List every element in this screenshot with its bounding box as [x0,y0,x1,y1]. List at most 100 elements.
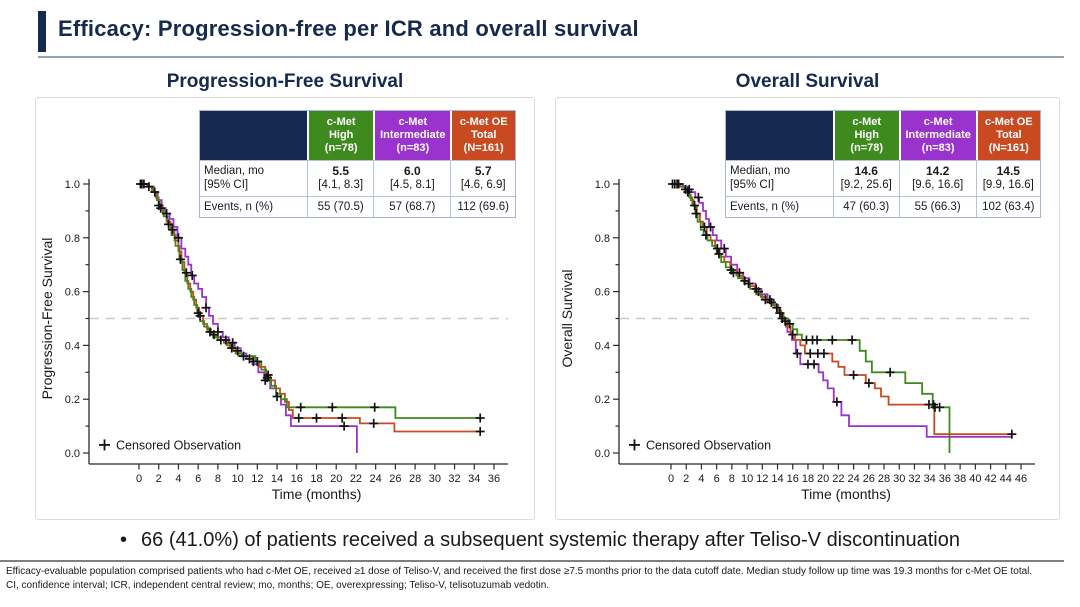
svg-text:30: 30 [893,473,905,485]
svg-text:46: 46 [1015,473,1027,485]
svg-text:16: 16 [291,473,303,485]
svg-text:22: 22 [832,473,844,485]
table-header-cell [726,111,833,160]
censored-legend: Censored Observation [629,438,771,452]
y-axis-label: Progression-Free Survival [39,238,55,400]
svg-text:6: 6 [714,473,720,485]
os-km-plot: 0.00.20.40.60.81.00 2 4 6 8 10 12 14 16 18 20 22 24 2… [559,179,1035,502]
pfs-stats-table: c-Met High (n=78) c-Met Intermediate (n=83) c-… [199,110,516,219]
footnote-abbreviations: CI, confidence interval; ICR, independen… [6,580,550,591]
svg-text:24: 24 [847,473,859,485]
svg-text:34: 34 [924,473,936,485]
table-header-cell [200,111,308,160]
median-row-label: Median, mo [95% CI] [726,159,833,196]
events-value-cell: 112 (69.6) [450,195,515,218]
pfs-chart-panel: c-Met High (n=78) c-Met Intermediate (n=83) c-… [35,97,535,520]
events-value-cell: 55 (70.5) [307,195,374,218]
os-chart-panel: c-Met High (n=78) c-Met Intermediate (n=83) c-… [555,97,1060,520]
events-row-label: Events, n (%) [200,195,308,218]
svg-text:2: 2 [156,473,162,485]
svg-text:8: 8 [215,473,221,485]
svg-text:12: 12 [251,473,263,485]
svg-text:18: 18 [802,473,814,485]
key-finding-bullet: • 66 (41.0%) of patients received a subse… [0,529,1080,552]
events-row-label: Events, n (%) [726,195,833,218]
footnote-population: Efficacy-evaluable population comprised … [6,566,1033,577]
svg-text:28: 28 [878,473,890,485]
km-curve-c-met-oe-total [139,183,481,433]
svg-text:8: 8 [729,473,735,485]
svg-text:14: 14 [271,473,283,485]
km-curve-c-met-high [139,183,481,419]
svg-text:0.6: 0.6 [595,287,610,299]
median-row-label: Median, mo [95% CI] [200,159,308,196]
svg-text:0.6: 0.6 [65,287,80,299]
censored-legend: Censored Observation [99,438,241,452]
km-curve-c-met-oe-total [671,183,1012,436]
svg-text:32: 32 [908,473,920,485]
svg-text:2: 2 [683,473,689,485]
x-axis-label: Time (months) [272,486,362,502]
pfs-km-plot: 0.00.20.40.60.81.00 2 4 6 8 10 12 14 16 18 20 22 24 2… [39,179,508,502]
x-axis-label: Time (months) [801,486,891,502]
km-curve-c-met-high [671,183,951,453]
svg-text:30: 30 [429,473,441,485]
svg-text:38: 38 [954,473,966,485]
censor-marks-c-met-high [668,179,945,412]
footer-divider [0,560,1064,562]
y-axis-label: Overall Survival [559,269,575,367]
title-accent-bar [38,11,46,52]
svg-text:0.0: 0.0 [595,448,610,460]
svg-text:26: 26 [389,473,401,485]
svg-text:6: 6 [195,473,201,485]
median-value-cell: 14.5 [9.9, 16.6] [975,159,1040,196]
svg-text:40: 40 [969,473,981,485]
page-title: Efficacy: Progression-free per ICR and o… [58,16,639,41]
x-axis-ticks: 0 2 4 6 8 10 12 14 16 18 20 22 24 26 28 30 32 34 36 38 40 42 4… [668,464,1027,485]
svg-text:20: 20 [330,473,342,485]
summary-table: c-Met High (n=78) c-Met Intermediate (n=83) c-… [725,110,1041,219]
svg-text:0.8: 0.8 [65,233,80,245]
svg-text:18: 18 [310,473,322,485]
svg-text:0.8: 0.8 [595,233,610,245]
median-value-cell: 14.6 [9.2, 25.6] [832,159,899,196]
svg-text:0.2: 0.2 [65,394,80,406]
svg-text:36: 36 [488,473,500,485]
svg-text:0.0: 0.0 [65,448,80,460]
events-value-cell: 47 (60.3) [832,195,899,218]
events-value-cell: 55 (66.3) [898,195,976,218]
censor-marks-c-met-high [135,179,485,423]
table-header-cell: c-Met Intermediate (n=83) [373,111,451,160]
svg-text:4: 4 [698,473,704,485]
table-header-cell: c-Met Intermediate (n=83) [898,111,976,160]
svg-text:22: 22 [350,473,362,485]
events-value-cell: 102 (63.4) [975,195,1040,218]
svg-text:26: 26 [863,473,875,485]
svg-text:Censored Observation: Censored Observation [646,438,771,452]
svg-text:12: 12 [756,473,768,485]
footnotes: Efficacy-evaluable population comprised … [6,565,1058,593]
svg-text:16: 16 [787,473,799,485]
svg-text:0: 0 [136,473,142,485]
svg-text:1.0: 1.0 [595,179,610,191]
censor-marks-c-met-oe-total [670,179,1017,439]
svg-text:24: 24 [370,473,382,485]
median-value-cell: 5.7 [4.6, 6.9] [450,159,515,196]
svg-text:32: 32 [448,473,460,485]
os-stats-table: c-Met High (n=78) c-Met Intermediate (n=83) c-… [725,110,1041,219]
summary-table: c-Met High (n=78) c-Met Intermediate (n=83) c-… [199,110,516,219]
svg-text:42: 42 [984,473,996,485]
svg-text:44: 44 [1000,473,1012,485]
bullet-marker: • [120,529,128,551]
svg-text:20: 20 [817,473,829,485]
table-header-cell: c-Met OE Total (N=161) [450,111,515,160]
median-value-cell: 5.5 [4.1, 8.3] [307,159,374,196]
svg-text:0: 0 [668,473,674,485]
pfs-chart-title: Progression-Free Survival [166,71,404,92]
svg-text:14: 14 [771,473,783,485]
title-divider [38,56,1064,58]
svg-text:0.2: 0.2 [595,394,610,406]
censor-marks-c-met-oe-total [137,179,485,436]
svg-text:10: 10 [741,473,753,485]
